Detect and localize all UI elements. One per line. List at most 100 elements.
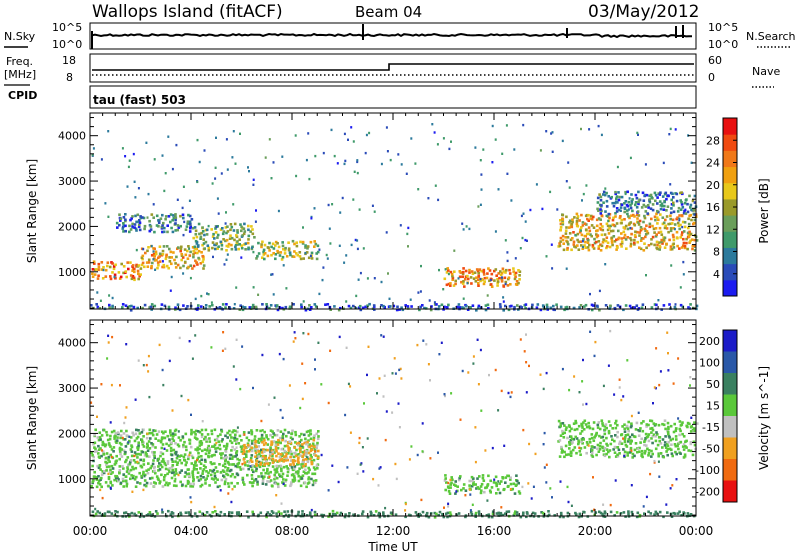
heatmap-cell <box>582 238 585 241</box>
heatmap-cell <box>499 273 503 276</box>
heatmap-cell <box>449 486 452 489</box>
heatmap-cell <box>207 293 210 296</box>
heatmap-cell <box>213 453 216 457</box>
heatmap-cell <box>629 451 631 454</box>
heatmap-cell <box>574 233 577 237</box>
heatmap-cell <box>146 442 149 446</box>
heatmap-cell <box>656 243 659 247</box>
heatmap-cell <box>309 453 313 457</box>
heatmap-cell <box>172 448 176 452</box>
heatmap-cell <box>270 440 273 443</box>
heatmap-cell <box>251 228 254 231</box>
heatmap-cell <box>428 299 431 302</box>
heatmap-cell <box>274 240 278 244</box>
heatmap-cell <box>182 185 185 188</box>
heatmap-cell <box>197 455 201 459</box>
heatmap-cell <box>650 217 653 221</box>
heatmap-cell <box>118 441 122 445</box>
heatmap-cell <box>450 392 453 395</box>
heatmap-cell <box>620 218 624 222</box>
heatmap-cell <box>312 458 316 462</box>
heatmap-cell <box>252 470 255 474</box>
heatmap-cell <box>297 474 301 478</box>
heatmap-cell <box>571 441 574 444</box>
heatmap-cell <box>441 512 444 516</box>
heatmap-cell <box>97 265 101 269</box>
heatmap-cell <box>309 457 312 460</box>
heatmap-cell <box>157 465 160 468</box>
heatmap-cell <box>488 373 490 377</box>
heatmap-cell <box>140 476 144 479</box>
heatmap-cell <box>243 230 247 233</box>
heatmap-cell <box>449 282 452 285</box>
heatmap-cell <box>478 487 481 491</box>
heatmap-cell <box>682 273 685 276</box>
heatmap-cell <box>359 271 362 275</box>
heatmap-cell <box>94 447 97 451</box>
heatmap-cell <box>648 200 652 204</box>
heatmap-cell <box>270 253 273 257</box>
time-x-axis: 00:00 04:00 08:00 12:00 16:00 20:00 00:00 <box>73 113 713 538</box>
heatmap-cell <box>224 450 228 453</box>
heatmap-cell <box>226 460 230 464</box>
heatmap-cell <box>203 233 206 237</box>
heatmap-cell <box>603 432 607 436</box>
heatmap-cell <box>139 453 142 456</box>
heatmap-cell <box>189 485 192 488</box>
heatmap-cell <box>178 459 182 462</box>
heatmap-cell <box>96 291 99 294</box>
heatmap-cell <box>399 367 402 371</box>
heatmap-cell <box>234 162 237 165</box>
heatmap-cell <box>458 476 461 480</box>
heatmap-cell <box>385 231 388 234</box>
heatmap-cell <box>286 467 289 470</box>
heatmap-cell <box>127 441 130 444</box>
heatmap-cell <box>443 479 447 482</box>
heatmap-cell <box>97 444 100 448</box>
heatmap-cell <box>322 266 325 269</box>
heatmap-cell <box>463 285 466 288</box>
heatmap-cell <box>648 198 651 201</box>
heatmap-cell <box>256 254 259 258</box>
heatmap-cell <box>313 481 317 484</box>
heatmap-cell <box>653 386 656 389</box>
heatmap-cell <box>161 485 165 488</box>
heatmap-cell <box>226 469 229 472</box>
heatmap-cell <box>109 434 112 438</box>
heatmap-cell <box>189 276 192 280</box>
heatmap-cell <box>598 308 601 312</box>
heatmap-cell <box>157 457 160 461</box>
heatmap-cell <box>301 474 305 477</box>
heatmap-cell <box>312 479 316 483</box>
heatmap-cell <box>500 278 504 281</box>
heatmap-cell <box>616 201 619 204</box>
heatmap-cell <box>654 227 658 230</box>
heatmap-cell <box>561 234 565 238</box>
heatmap-cell <box>447 282 451 286</box>
heatmap-cell <box>244 248 247 251</box>
heatmap-cell <box>677 447 680 451</box>
heatmap-cell <box>640 421 643 425</box>
heatmap-cell <box>585 402 588 406</box>
heatmap-cell <box>191 473 195 477</box>
heatmap-cell <box>175 456 179 460</box>
heatmap-cell <box>267 472 270 475</box>
heatmap-cell <box>597 217 601 220</box>
heatmap-cell <box>486 303 490 307</box>
heatmap-cell <box>246 473 249 477</box>
heatmap-cell <box>305 442 308 446</box>
heatmap-cell <box>418 512 421 516</box>
heatmap-cell <box>214 477 217 480</box>
heatmap-cell <box>356 239 359 242</box>
heatmap-cell <box>306 459 310 463</box>
heatmap-cell <box>669 248 673 251</box>
heatmap-cell <box>665 209 668 212</box>
heatmap-cell <box>200 441 204 445</box>
heatmap-cell <box>280 258 284 261</box>
heatmap-cell <box>270 442 274 445</box>
heatmap-cell <box>628 435 632 439</box>
heatmap-cell <box>623 236 626 240</box>
heatmap-cell <box>609 510 613 514</box>
heatmap-cell <box>229 474 233 478</box>
heatmap-cell <box>227 245 230 248</box>
